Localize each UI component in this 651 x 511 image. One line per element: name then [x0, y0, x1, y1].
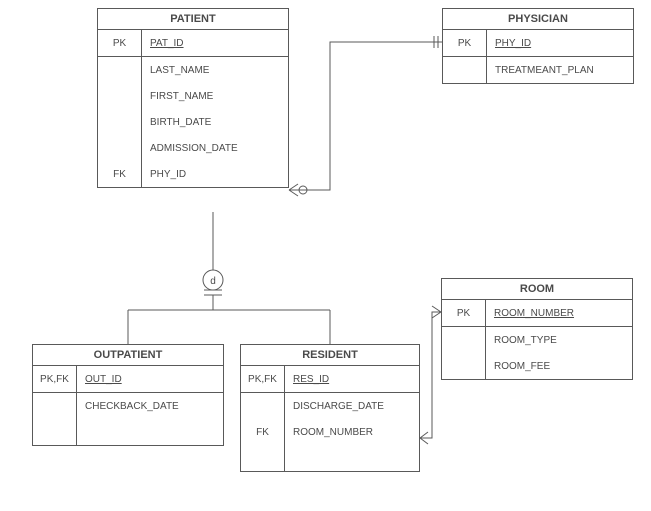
key-cell: [241, 393, 284, 419]
entity-title: OUTPATIENT: [33, 345, 223, 366]
key-cell: [442, 353, 485, 379]
attr: FIRST_NAME: [142, 83, 288, 109]
pk-attr: PHY_ID: [487, 30, 633, 57]
fk-marker: FK: [241, 419, 284, 445]
pk-marker: PK: [98, 30, 141, 57]
entity-body: PK,FK OUT_ID CHECKBACK_DATE: [33, 366, 223, 445]
rel-patient-inheritance: d: [128, 212, 330, 344]
key-cell: [98, 57, 141, 83]
pk-marker: PK: [443, 30, 486, 57]
attr: LAST_NAME: [142, 57, 288, 83]
entity-body: PK FK PAT_ID LAST_NAME FIRST_NAME BIRTH_…: [98, 30, 288, 187]
key-cell: [442, 327, 485, 353]
entity-title: ROOM: [442, 279, 632, 300]
key-column: PK FK: [98, 30, 142, 187]
key-cell: [241, 445, 284, 471]
attr: [285, 445, 419, 471]
pk-attr: ROOM_NUMBER: [486, 300, 632, 327]
attr: ROOM_NUMBER: [285, 419, 419, 445]
entity-physician: PHYSICIAN PK PHY_ID TREATMEANT_PLAN: [442, 8, 634, 84]
entity-body: PK,FK FK RES_ID DISCHARGE_DATE ROOM_NUMB…: [241, 366, 419, 471]
key-column: PK: [442, 300, 486, 379]
key-cell: [33, 393, 76, 419]
key-cell: [98, 135, 141, 161]
attr: CHECKBACK_DATE: [77, 393, 223, 419]
attr-column: ROOM_NUMBER ROOM_TYPE ROOM_FEE: [486, 300, 632, 379]
pk-attr: OUT_ID: [77, 366, 223, 393]
entity-outpatient: OUTPATIENT PK,FK OUT_ID CHECKBACK_DATE: [32, 344, 224, 446]
entity-title: PHYSICIAN: [443, 9, 633, 30]
attr-column: PAT_ID LAST_NAME FIRST_NAME BIRTH_DATE A…: [142, 30, 288, 187]
attr: BIRTH_DATE: [142, 109, 288, 135]
attr: ROOM_TYPE: [486, 327, 632, 353]
key-column: PK,FK: [33, 366, 77, 445]
key-cell: [33, 419, 76, 445]
entity-patient: PATIENT PK FK PAT_ID LAST_NAME FIRST_NAM…: [97, 8, 289, 188]
entity-title: PATIENT: [98, 9, 288, 30]
pk-marker: PK: [442, 300, 485, 327]
pk-marker: PK,FK: [241, 366, 284, 393]
rel-resident-room: [420, 306, 441, 444]
key-cell: [443, 57, 486, 83]
attr: DISCHARGE_DATE: [285, 393, 419, 419]
entity-title: RESIDENT: [241, 345, 419, 366]
fk-marker: FK: [98, 161, 141, 187]
attr-column: PHY_ID TREATMEANT_PLAN: [487, 30, 633, 83]
entity-room: ROOM PK ROOM_NUMBER ROOM_TYPE ROOM_FEE: [441, 278, 633, 380]
attr-column: OUT_ID CHECKBACK_DATE: [77, 366, 223, 445]
inheritance-marker: d: [210, 276, 216, 287]
pk-attr: PAT_ID: [142, 30, 288, 57]
key-cell: [98, 109, 141, 135]
entity-resident: RESIDENT PK,FK FK RES_ID DISCHARGE_DATE …: [240, 344, 420, 472]
attr: ROOM_FEE: [486, 353, 632, 379]
key-column: PK: [443, 30, 487, 83]
attr: PHY_ID: [142, 161, 288, 187]
rel-patient-physician: [289, 36, 442, 196]
entity-body: PK ROOM_NUMBER ROOM_TYPE ROOM_FEE: [442, 300, 632, 379]
key-cell: [98, 83, 141, 109]
pk-marker: PK,FK: [33, 366, 76, 393]
pk-attr: RES_ID: [285, 366, 419, 393]
key-column: PK,FK FK: [241, 366, 285, 471]
attr: [77, 419, 223, 445]
entity-body: PK PHY_ID TREATMEANT_PLAN: [443, 30, 633, 83]
attr-column: RES_ID DISCHARGE_DATE ROOM_NUMBER: [285, 366, 419, 471]
attr: ADMISSION_DATE: [142, 135, 288, 161]
attr: TREATMEANT_PLAN: [487, 57, 633, 83]
